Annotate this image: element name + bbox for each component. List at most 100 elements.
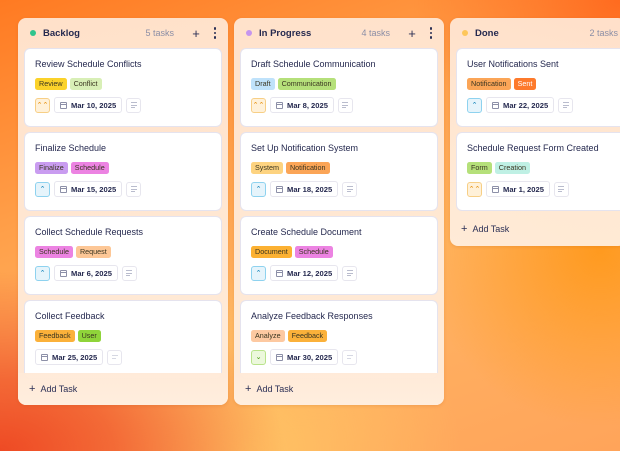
task-count: 5 tasks bbox=[145, 28, 174, 38]
column-backlog: Backlog 5 tasks + Review Schedule Confli… bbox=[18, 18, 228, 405]
tag: Finalize bbox=[35, 162, 68, 174]
priority-medium-icon[interactable]: ⌃ bbox=[35, 265, 50, 281]
card-title: Create Schedule Document bbox=[251, 227, 362, 237]
card-list: Review Schedule Conflicts Review Conflic… bbox=[18, 48, 228, 379]
column-menu-icon[interactable] bbox=[210, 27, 220, 39]
calendar-icon bbox=[276, 185, 283, 193]
comment-icon[interactable] bbox=[107, 349, 123, 365]
column-header: Backlog 5 tasks + bbox=[18, 18, 228, 48]
task-card[interactable]: Set Up Notification System System Notifi… bbox=[240, 132, 438, 211]
tag: Document bbox=[251, 246, 292, 258]
calendar-icon bbox=[276, 269, 283, 277]
comment-icon[interactable] bbox=[342, 349, 358, 365]
card-title: Analyze Feedback Responses bbox=[251, 311, 373, 321]
calendar-icon bbox=[60, 101, 67, 109]
due-date[interactable]: Mar 8, 2025 bbox=[270, 97, 334, 113]
task-card[interactable]: Collect Feedback Feedback User Mar 25, 2… bbox=[24, 300, 222, 379]
column-header: In Progress 4 tasks + bbox=[234, 18, 444, 48]
tag: Notification bbox=[285, 162, 330, 174]
task-card[interactable]: User Notifications Sent Notification Sen… bbox=[456, 48, 620, 127]
column-menu-icon[interactable] bbox=[426, 27, 436, 39]
description-icon[interactable] bbox=[342, 265, 358, 281]
priority-medium-icon[interactable]: ⌃ bbox=[251, 265, 266, 281]
add-task-button[interactable]: + Add Task bbox=[450, 214, 620, 244]
priority-high-icon[interactable]: ⌃⌃ bbox=[35, 97, 50, 113]
due-date[interactable]: Mar 30, 2025 bbox=[270, 349, 339, 365]
description-icon[interactable] bbox=[126, 181, 142, 197]
priority-high-icon[interactable]: ⌃⌃ bbox=[467, 181, 482, 197]
priority-low-icon[interactable]: ⌄ bbox=[251, 349, 266, 365]
card-meta: ⌃ Mar 12, 2025 bbox=[251, 265, 427, 281]
tag: Form bbox=[467, 162, 492, 174]
add-card-button[interactable]: + bbox=[192, 25, 200, 41]
column-title: Done bbox=[475, 27, 499, 39]
tag-list: Notification Sent bbox=[467, 78, 616, 90]
priority-high-icon[interactable]: ⌃⌃ bbox=[251, 97, 266, 113]
plus-icon: + bbox=[29, 382, 36, 395]
tag: Feedback bbox=[287, 330, 328, 342]
card-title: Finalize Schedule bbox=[35, 143, 107, 153]
description-icon[interactable] bbox=[342, 181, 358, 197]
due-date[interactable]: Mar 6, 2025 bbox=[54, 265, 118, 281]
due-date[interactable]: Mar 18, 2025 bbox=[270, 181, 339, 197]
task-card[interactable]: Create Schedule Document Document Schedu… bbox=[240, 216, 438, 295]
due-date[interactable]: Mar 15, 2025 bbox=[54, 181, 123, 197]
date-text: Mar 15, 2025 bbox=[71, 184, 117, 194]
due-date[interactable]: Mar 22, 2025 bbox=[486, 97, 555, 113]
card-meta: ⌃⌃ Mar 8, 2025 bbox=[251, 97, 427, 113]
calendar-icon bbox=[492, 101, 499, 109]
description-icon[interactable] bbox=[558, 97, 574, 113]
add-card-button[interactable]: + bbox=[408, 25, 416, 41]
tag: Feedback bbox=[35, 330, 75, 342]
description-icon[interactable] bbox=[337, 97, 353, 113]
tag: Conflict bbox=[69, 78, 102, 90]
due-date[interactable]: Mar 10, 2025 bbox=[54, 97, 123, 113]
date-text: Mar 18, 2025 bbox=[287, 184, 333, 194]
task-card[interactable]: Analyze Feedback Responses Analyze Feedb… bbox=[240, 300, 438, 379]
task-card[interactable]: Draft Schedule Communication Draft Commu… bbox=[240, 48, 438, 127]
column-title: In Progress bbox=[259, 27, 312, 39]
plus-icon: + bbox=[245, 382, 252, 395]
priority-medium-icon[interactable]: ⌃ bbox=[35, 181, 50, 197]
date-text: Mar 8, 2025 bbox=[287, 100, 328, 110]
task-card[interactable]: Finalize Schedule Finalize Schedule ⌃ Ma… bbox=[24, 132, 222, 211]
tag: Notification bbox=[467, 78, 511, 90]
card-title: Review Schedule Conflicts bbox=[35, 59, 142, 69]
due-date[interactable]: Mar 12, 2025 bbox=[270, 265, 339, 281]
tag: Request bbox=[75, 246, 111, 258]
card-meta: ⌄ Mar 30, 2025 bbox=[251, 349, 427, 365]
tag: System bbox=[251, 162, 283, 174]
description-icon[interactable] bbox=[553, 181, 569, 197]
column-header: Done 2 tasks bbox=[450, 18, 620, 48]
date-text: Mar 22, 2025 bbox=[503, 100, 549, 110]
priority-medium-icon[interactable]: ⌃ bbox=[251, 181, 266, 197]
add-task-label: Add Task bbox=[256, 384, 294, 394]
card-list: User Notifications Sent Notification Sen… bbox=[450, 48, 620, 211]
description-icon[interactable] bbox=[121, 265, 137, 281]
description-icon[interactable] bbox=[126, 97, 142, 113]
calendar-icon bbox=[492, 185, 499, 193]
card-meta: ⌃ Mar 6, 2025 bbox=[35, 265, 211, 281]
tag: User bbox=[77, 330, 101, 342]
task-card[interactable]: Review Schedule Conflicts Review Conflic… bbox=[24, 48, 222, 127]
tag-list: Review Conflict bbox=[35, 78, 211, 90]
due-date[interactable]: Mar 25, 2025 bbox=[35, 349, 104, 365]
status-dot-icon bbox=[30, 30, 36, 36]
card-title: Collect Schedule Requests bbox=[35, 227, 144, 237]
task-card[interactable]: Collect Schedule Requests Schedule Reque… bbox=[24, 216, 222, 295]
tag: Schedule bbox=[70, 162, 109, 174]
tag-list: System Notification bbox=[251, 162, 427, 174]
add-task-button[interactable]: + Add Task bbox=[18, 373, 228, 405]
priority-medium-icon[interactable]: ⌃ bbox=[467, 97, 482, 113]
card-title: Draft Schedule Communication bbox=[251, 59, 376, 69]
task-card[interactable]: Schedule Request Form Created Form Creat… bbox=[456, 132, 620, 211]
add-task-button[interactable]: + Add Task bbox=[234, 373, 444, 405]
due-date[interactable]: Mar 1, 2025 bbox=[486, 181, 550, 197]
tag: Schedule bbox=[35, 246, 73, 258]
add-task-label: Add Task bbox=[40, 384, 78, 394]
tag: Draft bbox=[251, 78, 275, 90]
card-meta: ⌃ Mar 22, 2025 bbox=[467, 97, 616, 113]
calendar-icon bbox=[60, 269, 67, 277]
tag-list: Finalize Schedule bbox=[35, 162, 211, 174]
card-title: Collect Feedback bbox=[35, 311, 105, 321]
